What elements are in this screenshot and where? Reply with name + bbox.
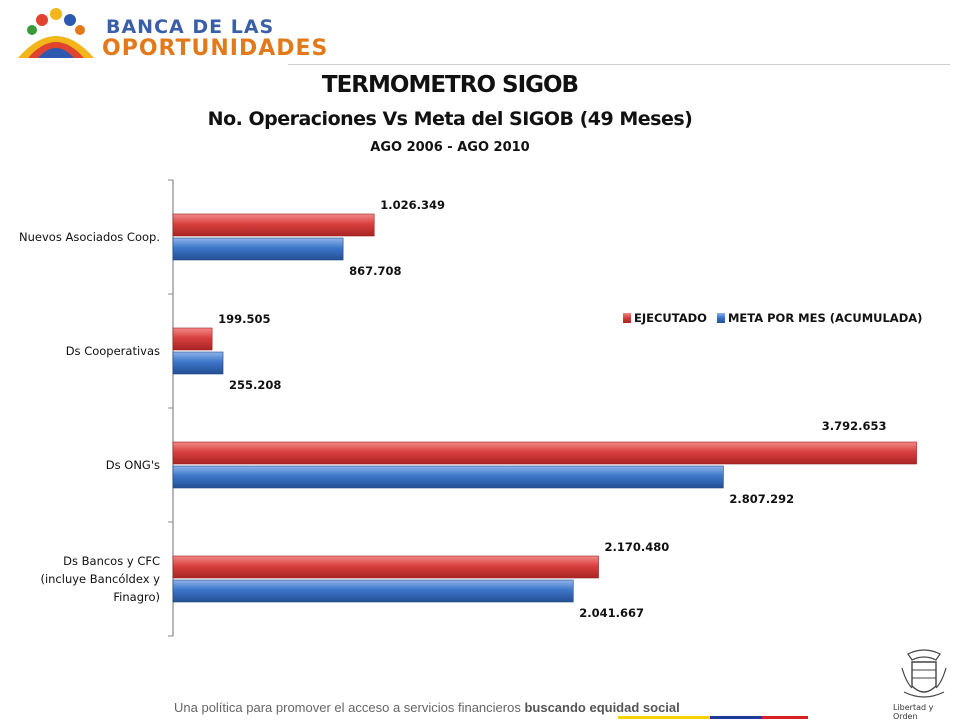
category-label: Finagro): [113, 590, 160, 604]
bar-ejecutado: [172, 327, 213, 351]
data-label: 1.026.349: [380, 198, 445, 212]
legend-label-meta: META POR MES (ACUMULADA): [728, 311, 922, 325]
bar-meta: [172, 237, 344, 261]
flag-stripe-red: [762, 716, 808, 719]
bar-ejecutado: [172, 555, 599, 579]
bar-ejecutado: [172, 441, 917, 465]
chart-title: TERMOMETRO SIGOB: [321, 72, 579, 98]
legend-label-ejecutado: EJECUTADO: [634, 311, 707, 325]
bar-ejecutado: [172, 213, 375, 237]
flag-stripe-yellow: [618, 716, 710, 719]
header-divider: [288, 64, 950, 65]
data-label: 3.792.653: [822, 419, 887, 433]
legend-swatch-meta: [716, 313, 725, 323]
logo-figures-icon: [18, 8, 94, 58]
chart-period: AGO 2006 - AGO 2010: [370, 140, 530, 155]
data-label: 255.208: [229, 378, 281, 392]
category-label: Ds Bancos y CFC: [63, 554, 160, 568]
logo-line2: OPORTUNIDADES: [102, 36, 329, 61]
logo-line1: BANCA DE LAS: [106, 16, 275, 38]
flag-stripe-blue: [710, 716, 762, 719]
category-label: Nuevos Asociados Coop.: [19, 230, 160, 244]
data-label: 2.170.480: [605, 540, 670, 554]
legend-swatch-ejecutado: [623, 313, 631, 323]
footer-text: Una política para promover el acceso a s…: [174, 700, 525, 715]
banca-oportunidades-logo: BANCA DE LAS OPORTUNIDADES: [14, 6, 327, 66]
bar-meta: [172, 579, 574, 603]
bar-meta: [172, 351, 224, 375]
colombia-coat-of-arms-icon: [901, 649, 947, 698]
data-label: 867.708: [349, 264, 401, 278]
data-label: 199.505: [218, 312, 270, 326]
footer-tagline: Una política para promover el acceso a s…: [174, 700, 814, 715]
emblem-caption: Libertad y Orden: [893, 703, 934, 721]
chart-subtitle: No. Operaciones Vs Meta del SIGOB (49 Me…: [207, 108, 693, 130]
data-label: 2.807.292: [729, 492, 794, 506]
footer-emphasis: buscando equidad social: [524, 700, 680, 715]
category-label: Ds ONG's: [106, 458, 160, 472]
data-label: 2.041.667: [579, 606, 644, 620]
bar-meta: [172, 465, 724, 489]
category-label: Ds Cooperativas: [66, 344, 160, 358]
category-label: (incluye Bancóldex y: [40, 572, 160, 586]
